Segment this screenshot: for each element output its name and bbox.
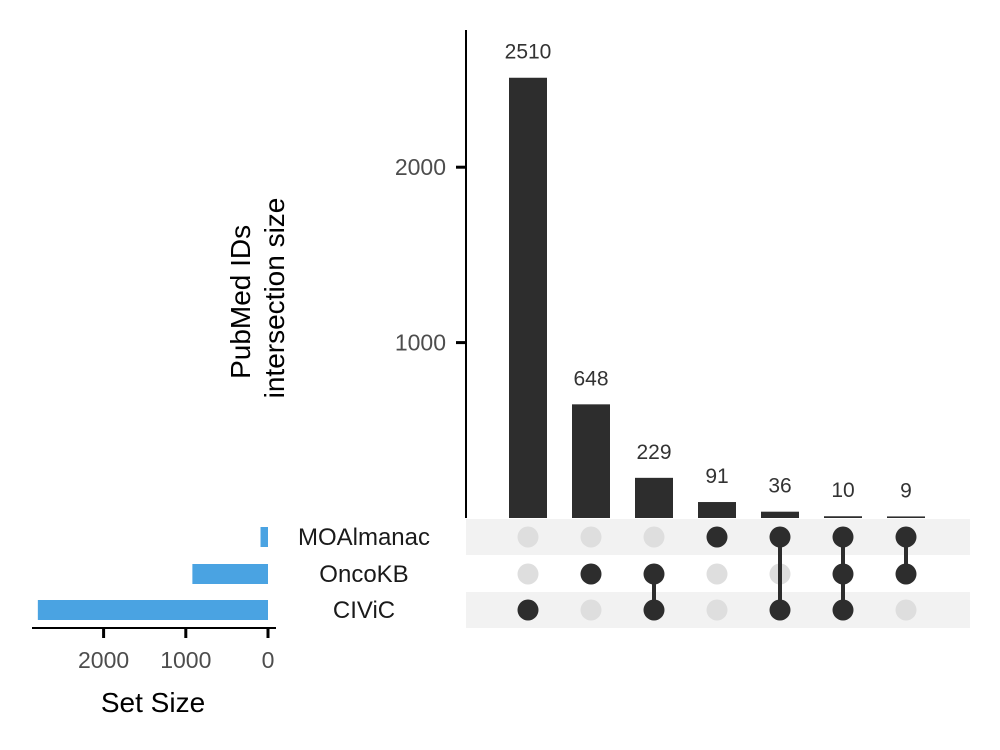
intersection-bar xyxy=(572,404,610,518)
matrix-dot-active xyxy=(517,599,539,621)
set-axis-tick-label: 1000 xyxy=(160,647,211,673)
intersection-value-label: 10 xyxy=(831,479,854,502)
y-axis-title-line-2: intersection size xyxy=(259,198,290,399)
intersection-value-label: 91 xyxy=(705,465,728,488)
set-size-bar xyxy=(260,527,268,547)
matrix-dot-active xyxy=(580,563,602,585)
set-size-axis: 2000 1000 0 xyxy=(32,627,276,673)
set-name-label: MOAlmanac xyxy=(298,524,430,551)
intersection-bar xyxy=(761,511,799,518)
intersection-matrix xyxy=(517,526,917,621)
set-axis-tick-label: 2000 xyxy=(78,647,129,673)
matrix-dot-inactive xyxy=(580,599,602,621)
matrix-dot-inactive xyxy=(643,526,665,548)
matrix-dot-inactive xyxy=(517,526,539,548)
set-size-axis-title: Set Size xyxy=(101,687,205,718)
intersection-value-label: 2510 xyxy=(505,41,552,64)
set-size-bars xyxy=(37,527,269,620)
intersection-size-axis: 1000 2000 xyxy=(395,30,467,518)
set-size-bar xyxy=(37,600,269,620)
intersection-value-label: 9 xyxy=(900,479,912,502)
y-axis-title: PubMed IDs intersection size xyxy=(225,198,290,399)
set-name-labels: MOAlmanac OncoKB CIViC xyxy=(298,524,430,624)
set-axis-tick-label: 0 xyxy=(262,647,275,673)
set-size-bar xyxy=(192,564,268,584)
intersection-bar xyxy=(509,77,547,518)
intersection-bar-labels: 2510 648 229 91 36 10 9 xyxy=(505,41,912,503)
y-axis-title-line-1: PubMed IDs xyxy=(225,225,256,379)
y-tick-label: 1000 xyxy=(395,330,446,356)
matrix-dot-inactive xyxy=(706,599,728,621)
intersection-bar xyxy=(824,516,862,518)
matrix-dot-inactive xyxy=(580,526,602,548)
matrix-dot-inactive xyxy=(517,563,539,585)
intersection-bar xyxy=(887,516,925,518)
matrix-dot-inactive xyxy=(706,563,728,585)
matrix-dot-inactive xyxy=(895,599,917,621)
y-tick-label: 2000 xyxy=(395,154,446,180)
matrix-dot-active xyxy=(706,526,728,548)
intersection-value-label: 648 xyxy=(573,367,608,390)
intersection-bars xyxy=(509,77,925,518)
intersection-value-label: 229 xyxy=(636,441,671,464)
intersection-bar xyxy=(698,502,736,518)
set-name-label: OncoKB xyxy=(319,561,408,588)
set-name-label: CIViC xyxy=(333,597,395,624)
intersection-value-label: 36 xyxy=(768,475,791,498)
intersection-bar xyxy=(635,477,673,518)
